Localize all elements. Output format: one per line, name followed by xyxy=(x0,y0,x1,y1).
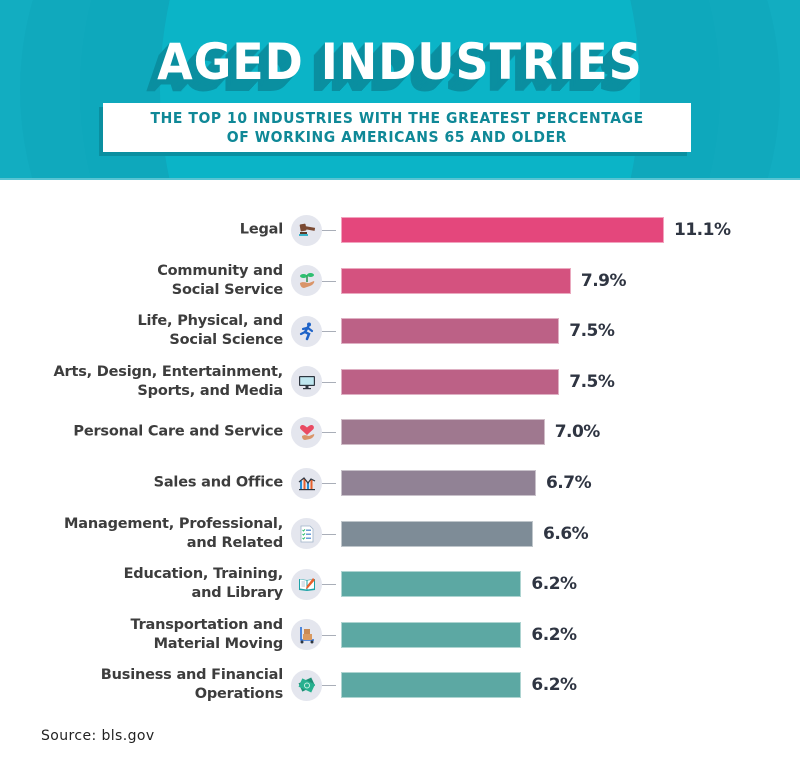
subtitle-line-1: THE TOP 10 INDUSTRIES WITH THE GREATEST … xyxy=(150,108,644,127)
category-label: Management, Professional, and Related xyxy=(64,515,283,553)
category-label-line: Management, Professional, xyxy=(64,515,283,532)
category-label-line: and Library xyxy=(191,585,284,602)
source-note: Source: bls.gov xyxy=(41,728,155,744)
bar-row: Education, Training, and Library 6.2% xyxy=(0,559,800,609)
bar xyxy=(341,672,522,699)
connector-line xyxy=(322,381,336,383)
bar xyxy=(341,217,664,243)
connector-line xyxy=(322,331,336,333)
bar xyxy=(341,621,522,648)
chart-title: AGED INDUSTRIES xyxy=(157,33,643,91)
value-label: 7.5% xyxy=(569,321,615,342)
connector-line xyxy=(322,533,336,535)
category-label-line: Business and Financial xyxy=(100,667,283,684)
category-label-line: Education, Training, xyxy=(123,566,284,583)
bar-line-chart-icon xyxy=(291,467,322,499)
bar xyxy=(341,520,534,547)
value-label: 7.0% xyxy=(554,422,601,443)
connector-line xyxy=(322,634,336,636)
bar xyxy=(341,571,522,598)
category-label: Education, Training, and Library xyxy=(123,565,284,603)
value-label: 7.9% xyxy=(580,270,627,291)
category-label-line: Legal xyxy=(239,221,283,238)
bar xyxy=(341,470,536,496)
category-label-line: Sports, and Media xyxy=(137,382,283,399)
category-label-line: Sales and Office xyxy=(153,474,284,491)
bar-row: Transportation and Material Moving 6.2% xyxy=(0,610,800,660)
connector-line xyxy=(322,280,336,282)
bar-row: Arts, Design, Entertainment, Sports, and … xyxy=(0,357,800,407)
category-label: Life, Physical, and Social Science xyxy=(137,312,283,350)
bar-row: Legal 11.1% xyxy=(0,205,800,255)
subtitle-line-2: OF WORKING AMERICANS 65 AND OLDER xyxy=(226,127,568,146)
hand-heart-icon xyxy=(291,416,322,448)
category-label: Legal xyxy=(240,221,283,240)
value-label: 11.1% xyxy=(674,220,731,240)
category-label-line: Social Service xyxy=(171,281,283,298)
book-pencil-icon xyxy=(291,568,322,600)
bar xyxy=(341,267,571,294)
category-label-line: Operations xyxy=(194,686,283,703)
bar-row: Management, Professional, and Related 6.6% xyxy=(0,509,800,559)
bar-chart: Legal 11.1% Community and Social Service 7.9… xyxy=(0,200,800,710)
connector-line xyxy=(322,685,336,687)
category-label: Sales and Office xyxy=(153,474,284,493)
monitor-icon xyxy=(291,366,322,398)
category-label-line: Arts, Design, Entertainment, xyxy=(53,363,284,380)
header-divider xyxy=(0,178,800,180)
value-label: 7.5% xyxy=(569,371,615,392)
category-label-line: Life, Physical, and xyxy=(137,313,283,330)
connector-line xyxy=(322,483,336,484)
bar-row: Life, Physical, and Social Science 7.5% xyxy=(0,306,800,356)
category-label-line: Community and xyxy=(157,262,283,279)
category-label-line: Transportation and xyxy=(130,616,283,633)
category-label-line: Material Moving xyxy=(153,635,284,652)
value-label: 6.6% xyxy=(543,523,589,544)
bar-row: Personal Care and Service 7.0% xyxy=(0,407,800,457)
category-label-line: Personal Care and Service xyxy=(73,423,283,440)
gavel-icon xyxy=(291,214,322,246)
bar-row: Community and Social Service 7.9% xyxy=(0,256,800,306)
category-label-line: and Related xyxy=(186,534,283,551)
checklist-icon xyxy=(291,518,322,550)
category-label-line: Social Science xyxy=(169,332,283,349)
connector-line xyxy=(322,584,336,586)
value-label: 6.2% xyxy=(531,675,577,696)
bar-row: Sales and Office 6.7% xyxy=(0,458,800,508)
connector-line xyxy=(322,230,336,231)
category-label: Arts, Design, Entertainment, Sports, and … xyxy=(53,363,284,401)
subtitle-box: THE TOP 10 INDUSTRIES WITH THE GREATEST … xyxy=(103,103,691,152)
category-label: Community and Social Service xyxy=(157,262,283,300)
bar xyxy=(341,318,560,345)
category-label: Business and Financial Operations xyxy=(101,666,283,704)
hand-plant-icon xyxy=(291,265,322,297)
bar xyxy=(341,368,560,395)
value-label: 6.2% xyxy=(531,624,577,645)
bar xyxy=(341,419,545,446)
category-label: Transportation and Material Moving xyxy=(130,616,283,654)
running-person-icon xyxy=(291,315,322,347)
header-banner: AGED INDUSTRIES THE TOP 10 INDUSTRIES WI… xyxy=(0,0,800,180)
value-label: 6.2% xyxy=(531,574,577,595)
bar-row: Business and Financial Operations 6.2% xyxy=(0,660,800,710)
value-label: 6.7% xyxy=(545,473,592,493)
money-bills-icon xyxy=(291,669,322,701)
connector-line xyxy=(322,432,336,434)
hand-truck-boxes-icon xyxy=(291,619,322,651)
category-label: Personal Care and Service xyxy=(73,423,283,442)
